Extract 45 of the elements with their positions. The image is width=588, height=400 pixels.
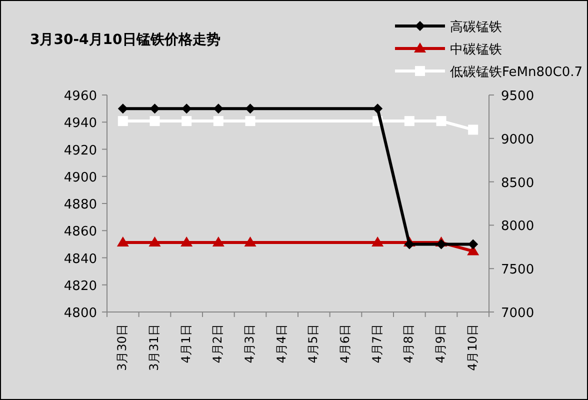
point [404, 116, 414, 126]
y-tick-label: 4880 [64, 198, 97, 212]
chart-title: 3月30-4月10日锰铁价格走势 [30, 32, 220, 48]
point [182, 116, 192, 126]
x-tick-label: 4月1日 [178, 324, 193, 364]
y2-tick-label: 8000 [501, 219, 534, 234]
x-tick-label: 4月10日 [465, 324, 480, 371]
point [212, 236, 224, 247]
y-tick-label: 4820 [64, 278, 97, 294]
x-tick-label: 4月3日 [242, 324, 257, 364]
x-tick-label: 4月9日 [434, 324, 448, 364]
point [118, 116, 128, 126]
point [180, 236, 193, 247]
x-tick-label: 4月7日 [370, 324, 384, 364]
x-tick-label: 4月4日 [274, 324, 288, 364]
y2-tick-label: 8500 [501, 176, 534, 191]
x-tick-label: 4月8日 [402, 324, 416, 364]
x-tick-label: 4月2日 [210, 324, 225, 364]
y-tick-label: 4900 [64, 170, 97, 186]
x-tick-label: 4月6日 [338, 324, 352, 364]
x-tick-label: 4月5日 [306, 324, 320, 364]
y-tick-label: 4920 [64, 143, 97, 158]
x-tick-label: 3月30日 [115, 324, 130, 371]
y2-tick-label: 7000 [501, 306, 534, 321]
y-tick-label: 4800 [64, 306, 97, 321]
legend-label: 低碳锰铁FeMn80C0.7 [450, 65, 583, 80]
point [245, 116, 256, 126]
point [468, 124, 478, 135]
y-tick-label: 4960 [64, 89, 97, 104]
y2-tick-label: 9500 [501, 89, 534, 104]
y-tick-label: 4840 [64, 252, 97, 267]
point [148, 236, 161, 247]
x-tick-label: 3月31日 [147, 324, 162, 371]
point [244, 236, 256, 247]
point [372, 236, 384, 247]
point [150, 116, 160, 126]
point [116, 236, 129, 247]
legend-label: 高碳锰铁 [450, 19, 502, 35]
y2-tick-label: 7500 [501, 262, 534, 278]
y2-tick-label: 9000 [501, 132, 534, 148]
y-tick-label: 4860 [64, 224, 97, 240]
point [436, 116, 446, 126]
point [213, 116, 224, 126]
y-tick-label: 4940 [64, 116, 97, 132]
legend-label: 中碳锰铁 [450, 42, 502, 58]
